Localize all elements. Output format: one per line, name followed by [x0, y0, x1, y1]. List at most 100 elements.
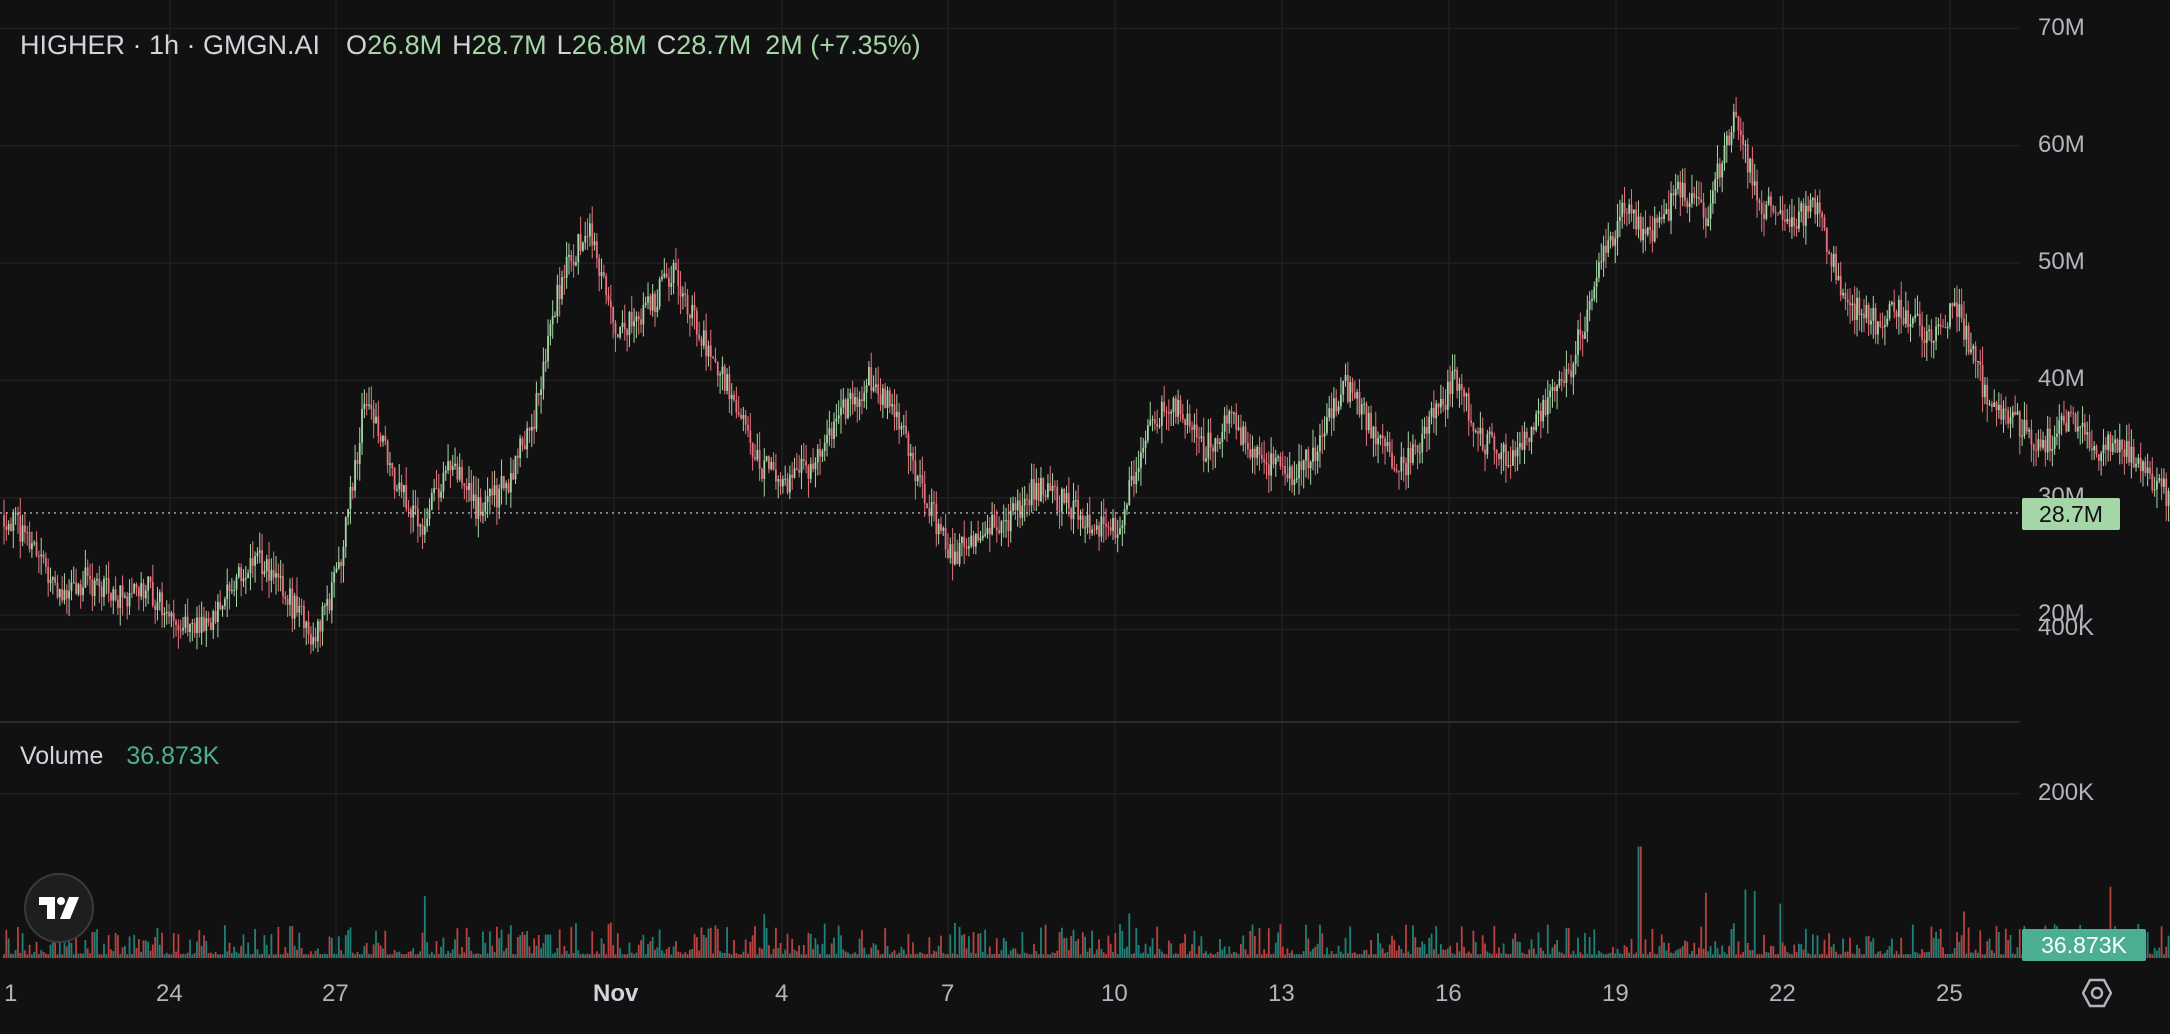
volume-bar [765, 928, 768, 958]
candle-body [714, 358, 717, 362]
candle-body [884, 388, 887, 408]
candle-body [33, 542, 36, 544]
candle-body [86, 567, 89, 576]
candle-body [1718, 163, 1721, 178]
candle-body [293, 595, 296, 619]
candle-body [51, 577, 54, 580]
candle-body [2102, 444, 2105, 454]
volume-bar [1514, 933, 1517, 958]
volume-bar [214, 951, 217, 958]
volume-bar [930, 953, 933, 958]
volume-bar [1981, 954, 1984, 958]
candle-body [2088, 432, 2091, 449]
price-tick-label: 70M [2038, 13, 2085, 41]
volume-bar [549, 934, 552, 958]
candle-body [493, 485, 496, 496]
candle-body [1600, 261, 1603, 263]
candle-body [2049, 428, 2051, 452]
candle-body [2135, 463, 2137, 468]
candle-body [851, 392, 854, 405]
volume-bar [191, 954, 194, 958]
candle-body [1781, 210, 1784, 220]
volume-bar [1126, 946, 1128, 958]
candle-body [514, 455, 517, 480]
candle-body [1426, 426, 1428, 434]
volume-bar [633, 954, 635, 958]
volume-bar [684, 952, 687, 958]
symbol-title[interactable]: HIGHER · 1h · GMGN.AI [20, 30, 321, 60]
volume-bar [419, 951, 422, 958]
candle-body [1330, 408, 1333, 419]
volume-bar [440, 946, 442, 958]
candle-body [1491, 431, 1493, 436]
candle-body [916, 476, 919, 482]
volume-bar [137, 939, 140, 958]
tradingview-logo-icon[interactable] [24, 873, 94, 943]
volume-bar [89, 953, 91, 958]
volume-bar [1023, 952, 1026, 958]
candle-body [1909, 323, 1912, 327]
volume-bar [1453, 954, 1456, 958]
volume-bar [1528, 949, 1531, 958]
candle-body [1388, 441, 1391, 453]
volume-bar [1014, 948, 1017, 958]
candle-body [721, 366, 724, 374]
candle-body [1432, 407, 1435, 419]
candle-body [2030, 429, 2033, 445]
candle-body [1270, 453, 1273, 476]
volume-bar [1739, 954, 1742, 958]
price-candles [3, 97, 2170, 654]
candle-body [1144, 440, 1147, 448]
volume-bar [86, 948, 89, 958]
candle-body [2121, 439, 2123, 450]
candle-body [433, 488, 436, 494]
candle-body [212, 611, 215, 630]
candle-body [1886, 318, 1889, 326]
candle-body [1672, 193, 1675, 196]
volume-bar [1270, 954, 1273, 958]
candle-body [2007, 410, 2010, 424]
volume-bar [744, 939, 747, 958]
volume-bar [1279, 924, 1282, 958]
candle-body [682, 293, 684, 297]
volume-bar [1056, 950, 1059, 958]
candle-body [61, 589, 64, 601]
candle-body [1951, 303, 1954, 307]
settings-gear-icon[interactable] [2081, 978, 2113, 1008]
volume-bar [826, 954, 828, 958]
volume-label[interactable]: Volume [20, 742, 104, 770]
volume-bar [542, 943, 545, 958]
candle-body [105, 578, 108, 580]
volume-bar [479, 954, 482, 958]
volume-bar [814, 938, 817, 958]
candle-body [89, 575, 91, 580]
candle-body [1223, 415, 1226, 432]
candle-body [2000, 404, 2003, 420]
candle-body [2046, 428, 2049, 453]
candle-body [258, 550, 261, 553]
candle-body [1788, 218, 1791, 227]
candle-body [384, 435, 387, 441]
volume-bar [1570, 954, 1572, 958]
volume-bar [168, 954, 170, 958]
candle-body [1435, 403, 1438, 419]
volume-bar [289, 926, 291, 958]
candle-body [437, 488, 440, 498]
candle-body [1458, 384, 1461, 391]
volume-bar [523, 934, 526, 958]
volume-bar [1384, 953, 1386, 958]
candle-body [1156, 423, 1159, 427]
candle-body [909, 452, 912, 457]
volume-bar [984, 929, 987, 958]
volume-bar [221, 954, 224, 958]
candle-body [1644, 228, 1647, 235]
candle-body [1174, 398, 1177, 417]
candle-body [1828, 251, 1831, 255]
candle-body [1832, 253, 1835, 267]
volume-bar [268, 954, 270, 958]
volume-bar [1693, 942, 1696, 958]
volume-bar [1051, 952, 1054, 958]
volume-bar [1581, 954, 1584, 958]
volume-bar [754, 926, 756, 958]
